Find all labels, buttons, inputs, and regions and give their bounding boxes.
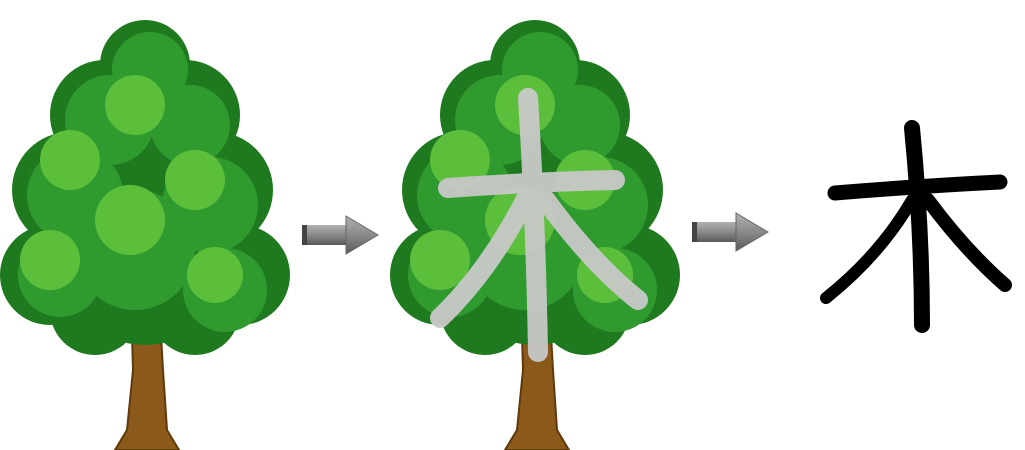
- diagram: [0, 0, 1025, 450]
- character: [826, 128, 1005, 325]
- arrow: [302, 216, 378, 254]
- arrow: [692, 213, 768, 251]
- tree: [0, 20, 290, 450]
